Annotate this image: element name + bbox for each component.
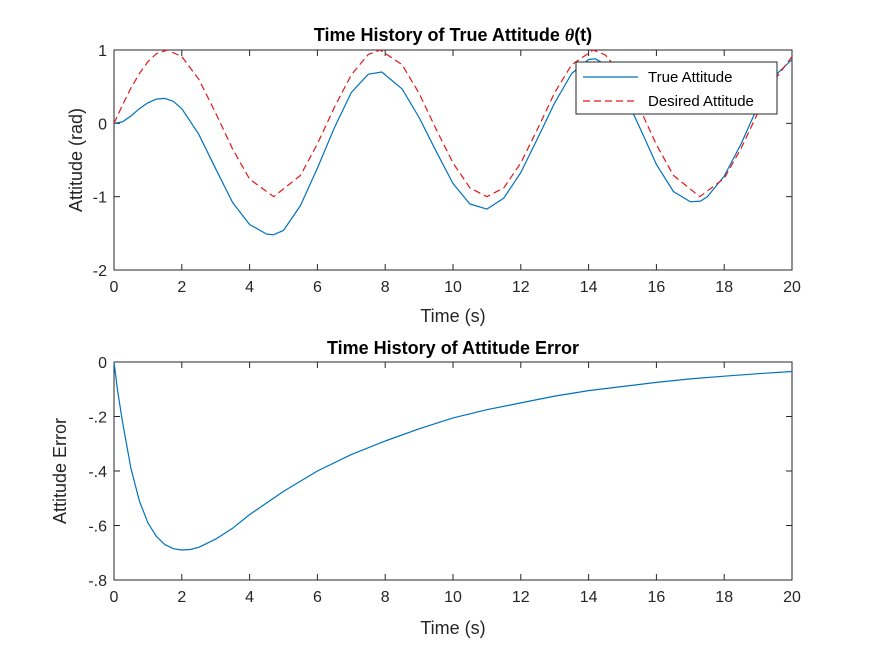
error-ytick-label: 0 — [98, 355, 107, 372]
error-xtick-label: 10 — [444, 589, 462, 606]
error-plot: 0 2 4 6 8 10 12 14 16 18 20 -.8 -.6 -.4 -.2 0 Time Hist… — [50, 338, 801, 638]
error-plot-title: Time History of Attitude Error — [327, 338, 579, 358]
legend-true-attitude-label: True Attitude — [648, 69, 733, 86]
attitude-xtick-label: 6 — [313, 279, 322, 296]
attitude-xtick-label: 2 — [177, 279, 186, 296]
error-ytick-label: -.8 — [88, 573, 107, 590]
attitude-xtick-label: 20 — [783, 279, 801, 296]
attitude-xtick-label: 12 — [512, 279, 530, 296]
attitude-xtick-label: 18 — [715, 279, 733, 296]
error-ytick-label: -.6 — [88, 519, 107, 536]
error-plot-axes-box — [113, 361, 793, 581]
error-xtick-label: 20 — [783, 589, 801, 606]
error-xtick-label: 8 — [381, 589, 390, 606]
attitude-plot-ticks: 0 2 4 6 8 10 12 14 16 18 20 -2 -1 0 1 — [93, 43, 801, 296]
attitude-xtick-label: 14 — [580, 279, 598, 296]
attitude-xtick-label: 16 — [648, 279, 666, 296]
attitude-plot-lines — [113, 49, 793, 236]
attitude-ytick-label: -1 — [93, 190, 107, 207]
attitude-ytick-label: 0 — [98, 116, 107, 133]
attitude-plot-title: Time History of True Attitude θ(t) — [314, 25, 592, 45]
error-ytick-label: -.2 — [88, 410, 107, 427]
error-series-line — [113, 361, 793, 551]
error-xtick-label: 2 — [177, 589, 186, 606]
attitude-xtick-label: 8 — [381, 279, 390, 296]
attitude-ytick-label: 1 — [98, 43, 107, 60]
attitude-ytick-label: -2 — [93, 263, 107, 280]
error-xtick-label: 12 — [512, 589, 530, 606]
error-xtick-label: 16 — [648, 589, 666, 606]
attitude-series-true-attitude — [113, 58, 793, 236]
error-xtick-label: 6 — [313, 589, 322, 606]
error-xtick-label: 14 — [580, 589, 598, 606]
error-plot-xlabel: Time (s) — [420, 618, 485, 638]
attitude-xtick-label: 0 — [110, 279, 119, 296]
legend: True Attitude Desired Attitude — [575, 61, 778, 115]
attitude-plot: 0 2 4 6 8 10 12 14 16 18 20 -2 -1 0 1 Time History of … — [66, 25, 801, 326]
legend-desired-attitude-label: Desired Attitude — [648, 93, 754, 110]
error-xtick-label: 0 — [110, 589, 119, 606]
attitude-series-desired-attitude — [113, 49, 793, 198]
error-plot-ylabel: Attitude Error — [50, 418, 70, 524]
attitude-plot-ylabel: Attitude (rad) — [66, 108, 86, 212]
error-ytick-label: -.4 — [88, 464, 107, 481]
error-plot-lines — [113, 361, 793, 551]
legend-box — [575, 61, 778, 115]
attitude-xtick-label: 10 — [444, 279, 462, 296]
error-plot-ticks: 0 2 4 6 8 10 12 14 16 18 20 -.8 -.6 -.4 -.2 0 — [88, 355, 801, 606]
attitude-plot-xlabel: Time (s) — [420, 306, 485, 326]
attitude-xtick-label: 4 — [245, 279, 254, 296]
error-xtick-label: 4 — [245, 589, 254, 606]
error-xtick-label: 18 — [715, 589, 733, 606]
